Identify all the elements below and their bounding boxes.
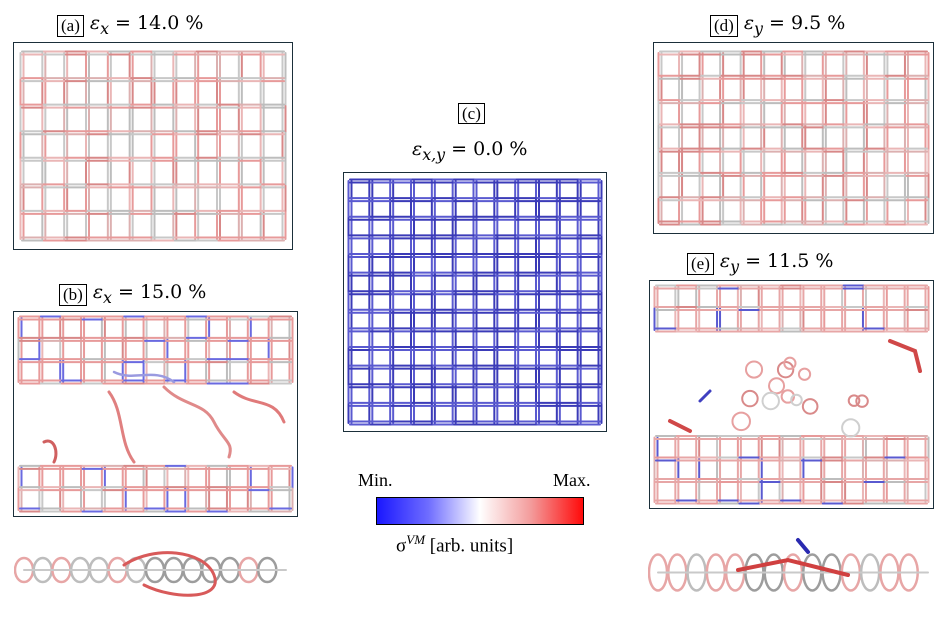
panel-d-equation: εy = 9.5 %	[743, 12, 846, 38]
panel-c-tag: (c)	[458, 103, 485, 124]
panel-e-equation: εy = 11.5 %	[719, 250, 834, 276]
panel-a-label: (a) εx = 14.0 %	[57, 12, 203, 40]
fractured-lattice-b	[17, 315, 294, 513]
panel-a-image	[13, 42, 293, 250]
panel-c-equation: εx,y = 0.0 %	[412, 138, 528, 164]
strained-lattice-a	[19, 50, 287, 242]
panel-c-image	[343, 172, 607, 432]
side-view-e	[648, 538, 929, 592]
strained-lattice-d	[657, 50, 930, 226]
panel-b-tag: (b)	[59, 283, 87, 306]
panel-d-tag: (d)	[710, 14, 738, 37]
side-view-b	[14, 551, 287, 597]
unstrained-lattice-c	[347, 178, 603, 426]
colorbar-quantity-label: σVM [arb. units]	[396, 532, 514, 557]
panel-d-label: (d) εy = 9.5 %	[710, 12, 845, 40]
panel-e-label: (e) εy = 11.5 %	[687, 250, 833, 278]
panel-a-equation: εx = 14.0 %	[89, 12, 204, 38]
panel-e-tag: (e)	[687, 252, 714, 275]
panel-d-image	[653, 42, 934, 234]
colorbar-max-label: Max.	[553, 470, 591, 490]
panel-b-label: (b) εx = 15.0 %	[59, 281, 206, 309]
colorbar-min-label: Min.	[358, 470, 393, 490]
panel-c-label: εx,y = 0.0 %	[412, 138, 527, 166]
panel-b-image	[13, 311, 298, 517]
panel-b-equation: εx = 15.0 %	[92, 281, 207, 307]
colorbar	[376, 497, 584, 525]
fractured-lattice-e	[653, 284, 930, 505]
panel-c-tag-wrap: (c)	[458, 103, 485, 124]
panel-e-image	[649, 280, 934, 509]
panel-a-tag: (a)	[57, 14, 84, 37]
